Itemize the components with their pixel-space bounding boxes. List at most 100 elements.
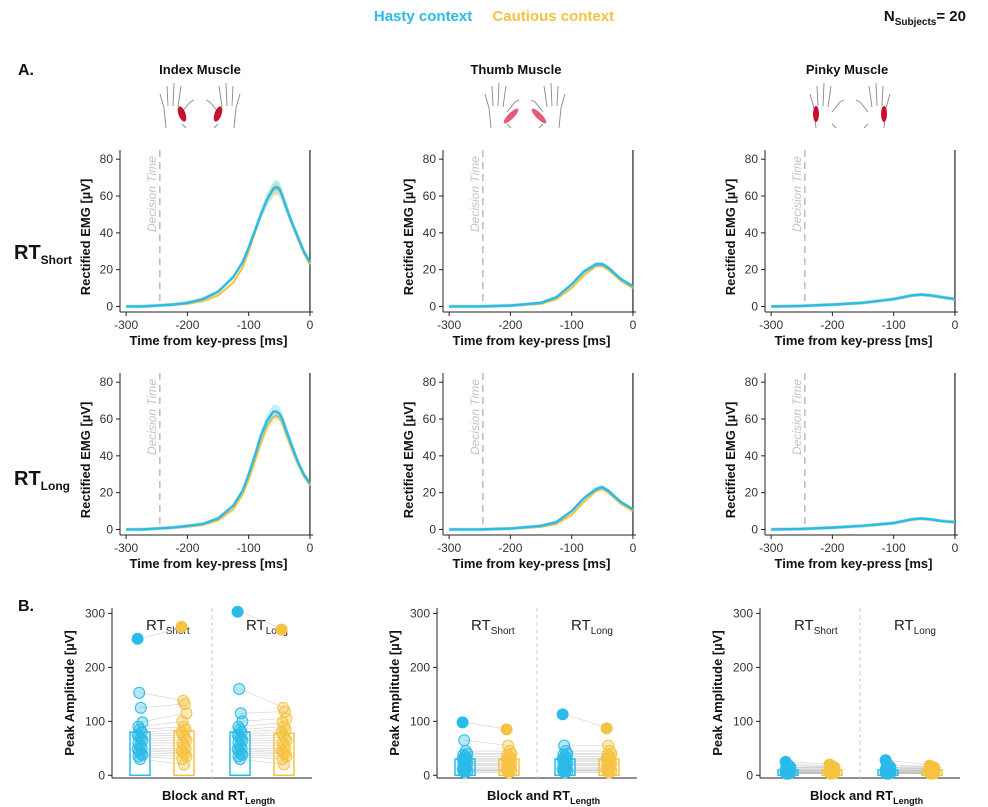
- x-tick-label: -200: [498, 318, 522, 332]
- column-title-thumb: Thumb Muscle: [470, 62, 562, 77]
- y-tick-label: 20: [100, 486, 114, 500]
- x-axis-label: Time from key-press [ms]: [775, 333, 933, 348]
- series-ribbon-cautious: [449, 263, 633, 309]
- subject-point-cautious: [178, 698, 191, 711]
- y-axis-label: Rectified EMG [µV]: [78, 179, 93, 296]
- subject-point-hasty: [231, 605, 244, 618]
- x-tick-label: -200: [175, 541, 199, 555]
- subject-point-hasty: [233, 682, 246, 695]
- subject-point-cautious: [826, 767, 838, 780]
- y-tick-label: 0: [429, 522, 436, 536]
- panel-label-b: B.: [18, 598, 34, 615]
- x-tick-label: -100: [882, 318, 906, 332]
- y-axis-label: Peak Amplitude [µV]: [387, 630, 402, 755]
- subject-point-hasty: [458, 734, 471, 747]
- y-tick-label: 300: [410, 606, 430, 620]
- y-tick-label: 0: [751, 522, 758, 536]
- y-tick-label: 60: [745, 189, 759, 203]
- subject-point-cautious: [600, 722, 613, 735]
- series-ribbon-cautious: [449, 486, 633, 532]
- group-label: RTLong: [571, 617, 613, 637]
- x-tick-label: -100: [237, 541, 261, 555]
- x-tick-label: -100: [560, 318, 584, 332]
- legend-hasty: Hasty context: [373, 8, 473, 25]
- x-axis-label: Time from key-press [ms]: [130, 556, 288, 571]
- line-chart-thumb-muscle-short: 0 20 40 60 80 -300 -200 -100 0 Decision Time Time …: [401, 150, 637, 348]
- y-tick-label: 60: [745, 412, 759, 426]
- subject-link: [139, 731, 185, 736]
- y-tick-label: 20: [100, 263, 114, 277]
- x-tick-label: -300: [437, 541, 461, 555]
- x-tick-label: 0: [952, 541, 959, 555]
- subject-link: [239, 688, 285, 709]
- row-label-long-main: RT: [14, 468, 41, 490]
- x-tick-label: 0: [307, 541, 314, 555]
- legend-cautious: Cautious context: [492, 8, 615, 25]
- row-label-short: RTShort: [14, 242, 72, 267]
- hand-index-illustration: [159, 82, 241, 129]
- y-tick-label: 0: [98, 768, 105, 782]
- subject-link: [139, 703, 185, 709]
- subject-point-hasty: [133, 686, 146, 699]
- y-tick-label: 60: [423, 189, 437, 203]
- subject-point-cautious: [278, 758, 290, 771]
- x-tick-label: -300: [114, 541, 138, 555]
- y-tick-label: 20: [423, 486, 437, 500]
- y-tick-label: 200: [85, 660, 105, 674]
- row-label-long-sub: Long: [40, 479, 70, 493]
- x-tick-label: 0: [630, 318, 637, 332]
- y-tick-label: 100: [410, 714, 430, 728]
- y-tick-label: 100: [733, 714, 753, 728]
- y-tick-label: 40: [423, 449, 437, 463]
- panel-label-a: A.: [18, 62, 34, 79]
- y-tick-label: 60: [100, 412, 114, 426]
- x-tick-label: -200: [820, 318, 844, 332]
- subject-link: [139, 754, 185, 757]
- y-tick-label: 60: [423, 412, 437, 426]
- series-line-hasty: [126, 185, 311, 308]
- subject-link: [139, 692, 185, 702]
- x-tick-label: -300: [759, 318, 783, 332]
- subject-point-cautious: [501, 764, 514, 777]
- subject-point-hasty: [134, 701, 147, 714]
- y-tick-label: 200: [410, 660, 430, 674]
- series-line-hasty: [449, 485, 634, 531]
- subject-point-cautious: [503, 766, 515, 779]
- subject-point-hasty: [234, 753, 246, 766]
- y-tick-label: 0: [106, 522, 113, 536]
- x-axis-label: Time from key-press [ms]: [775, 556, 933, 571]
- legend: Hasty context Cautious context: [0, 8, 988, 25]
- y-axis-label: Rectified EMG [µV]: [401, 402, 416, 519]
- x-axis-label: Block and RTLength: [162, 788, 275, 806]
- subject-link: [239, 758, 285, 765]
- y-axis-label: Peak Amplitude [µV]: [710, 630, 725, 755]
- x-tick-label: -100: [237, 318, 261, 332]
- x-axis-label: Time from key-press [ms]: [453, 556, 611, 571]
- subject-link: [239, 711, 285, 714]
- y-tick-label: 40: [423, 226, 437, 240]
- subject-link: [139, 726, 185, 730]
- line-chart-pinky-muscle-long: 0 20 40 60 80 -300 -200 -100 0 Decision Time Time …: [723, 373, 959, 571]
- x-axis-label: Time from key-press [ms]: [453, 333, 611, 348]
- subject-point-cautious: [175, 620, 188, 633]
- subject-point-cautious: [603, 766, 615, 779]
- group-label: RTShort: [794, 617, 838, 637]
- n-subjects-prefix: N: [883, 8, 895, 25]
- subject-point-cautious: [926, 767, 938, 780]
- x-tick-label: -200: [498, 541, 522, 555]
- series-line-hasty: [771, 517, 956, 531]
- x-tick-label: -100: [560, 541, 584, 555]
- decision-time-label: Decision Time: [790, 156, 804, 232]
- column-title-pinky: Pinky Muscle: [805, 62, 889, 77]
- y-tick-label: 80: [100, 375, 114, 389]
- x-tick-label: -300: [437, 318, 461, 332]
- subject-point-cautious: [500, 723, 513, 736]
- group-label: RTShort: [471, 617, 515, 637]
- line-chart-index-muscle-long: 0 20 40 60 80 -300 -200 -100 0 Decision Time Time …: [78, 373, 314, 571]
- decision-time-label: Decision Time: [468, 379, 482, 455]
- subject-point-hasty: [456, 716, 469, 729]
- subject-point-hasty: [134, 753, 146, 766]
- y-tick-label: 60: [100, 189, 114, 203]
